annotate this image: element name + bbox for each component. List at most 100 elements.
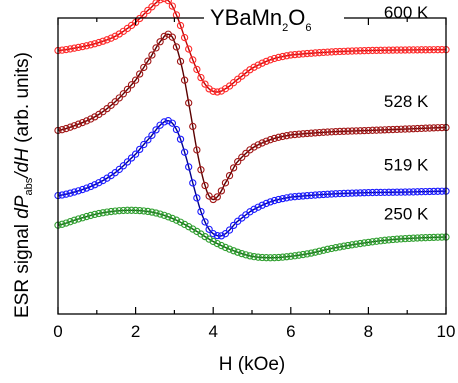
data-point	[430, 124, 438, 132]
data-point	[95, 179, 103, 187]
data-point	[70, 44, 78, 52]
data-point	[144, 207, 152, 216]
data-point	[258, 59, 266, 67]
data-point	[397, 188, 405, 196]
data-point	[136, 206, 144, 215]
data-point	[115, 207, 123, 215]
data-point	[295, 50, 303, 58]
data-point	[144, 136, 152, 144]
data-point	[193, 65, 201, 74]
data-point	[405, 46, 413, 54]
x-tick-label: 4	[208, 322, 217, 341]
data-point	[295, 130, 303, 138]
data-point	[430, 233, 438, 242]
data-point	[82, 42, 91, 50]
data-point	[119, 90, 127, 98]
data-point	[87, 211, 95, 220]
data-point	[82, 117, 91, 125]
data-point	[189, 179, 197, 187]
data-point	[389, 125, 397, 134]
data-point	[242, 149, 250, 158]
data-point	[287, 252, 295, 260]
data-point	[376, 188, 385, 197]
data-point	[340, 242, 348, 250]
data-point	[189, 56, 197, 64]
data-point	[360, 126, 368, 135]
data-point	[405, 125, 413, 133]
data-point	[225, 245, 234, 253]
data-point	[270, 54, 279, 63]
data-point	[58, 126, 66, 134]
data-point	[250, 143, 258, 151]
data-point	[140, 207, 148, 215]
data-point	[103, 208, 111, 216]
data-point	[156, 0, 164, 4]
data-point	[385, 46, 393, 54]
data-point	[303, 129, 311, 138]
data-point	[238, 153, 246, 161]
data-point	[430, 187, 438, 196]
data-point	[291, 50, 299, 59]
data-point	[213, 239, 221, 248]
data-point	[295, 251, 303, 259]
data-point	[340, 127, 348, 135]
data-point	[438, 233, 446, 241]
data-point	[299, 192, 307, 200]
data-point	[197, 207, 205, 216]
x-tick-label: 10	[437, 322, 456, 341]
data-point	[254, 141, 262, 149]
data-point	[307, 129, 315, 137]
data-point	[360, 239, 368, 247]
data-point	[315, 128, 324, 137]
data-point	[413, 46, 422, 54]
series-label: 250 K	[384, 204, 429, 223]
data-point	[99, 176, 107, 185]
data-point	[62, 190, 70, 198]
data-point	[254, 203, 262, 211]
data-point	[385, 188, 393, 196]
data-point	[381, 188, 389, 196]
data-point	[217, 87, 226, 95]
data-point	[201, 181, 209, 190]
data-point	[87, 115, 95, 123]
data-point	[115, 165, 123, 174]
data-point	[148, 208, 156, 216]
data-point	[299, 250, 307, 259]
data-point	[385, 126, 393, 134]
data-point	[160, 211, 168, 219]
x-tick-label: 0	[53, 322, 62, 341]
data-point	[205, 235, 213, 243]
data-point	[144, 57, 152, 65]
x-tick-label: 2	[131, 322, 140, 341]
data-point	[438, 123, 446, 132]
data-point	[189, 122, 197, 131]
data-point	[311, 191, 319, 199]
data-point	[381, 126, 389, 134]
data-point	[332, 127, 340, 136]
data-point	[201, 80, 209, 88]
data-point	[287, 51, 295, 59]
data-point	[291, 193, 299, 201]
data-point	[172, 43, 181, 51]
data-point	[295, 192, 303, 200]
data-point	[356, 127, 364, 135]
data-point	[344, 241, 352, 250]
data-point	[421, 234, 430, 242]
data-point	[189, 225, 197, 233]
data-point	[393, 235, 401, 243]
data-point	[176, 135, 185, 143]
data-point	[87, 182, 95, 191]
data-point	[327, 128, 336, 136]
data-point	[262, 57, 270, 66]
data-point	[168, 119, 177, 127]
data-point	[123, 206, 132, 214]
data-point	[119, 206, 127, 215]
data-point	[389, 46, 397, 54]
data-point	[430, 46, 438, 54]
data-point	[360, 189, 368, 197]
data-point	[291, 252, 299, 260]
data-point	[352, 127, 360, 135]
data-point	[176, 57, 185, 66]
data-point	[156, 210, 164, 218]
data-point	[299, 130, 307, 138]
